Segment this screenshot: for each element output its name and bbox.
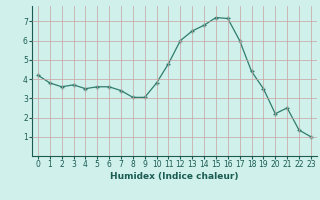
X-axis label: Humidex (Indice chaleur): Humidex (Indice chaleur) bbox=[110, 172, 239, 181]
